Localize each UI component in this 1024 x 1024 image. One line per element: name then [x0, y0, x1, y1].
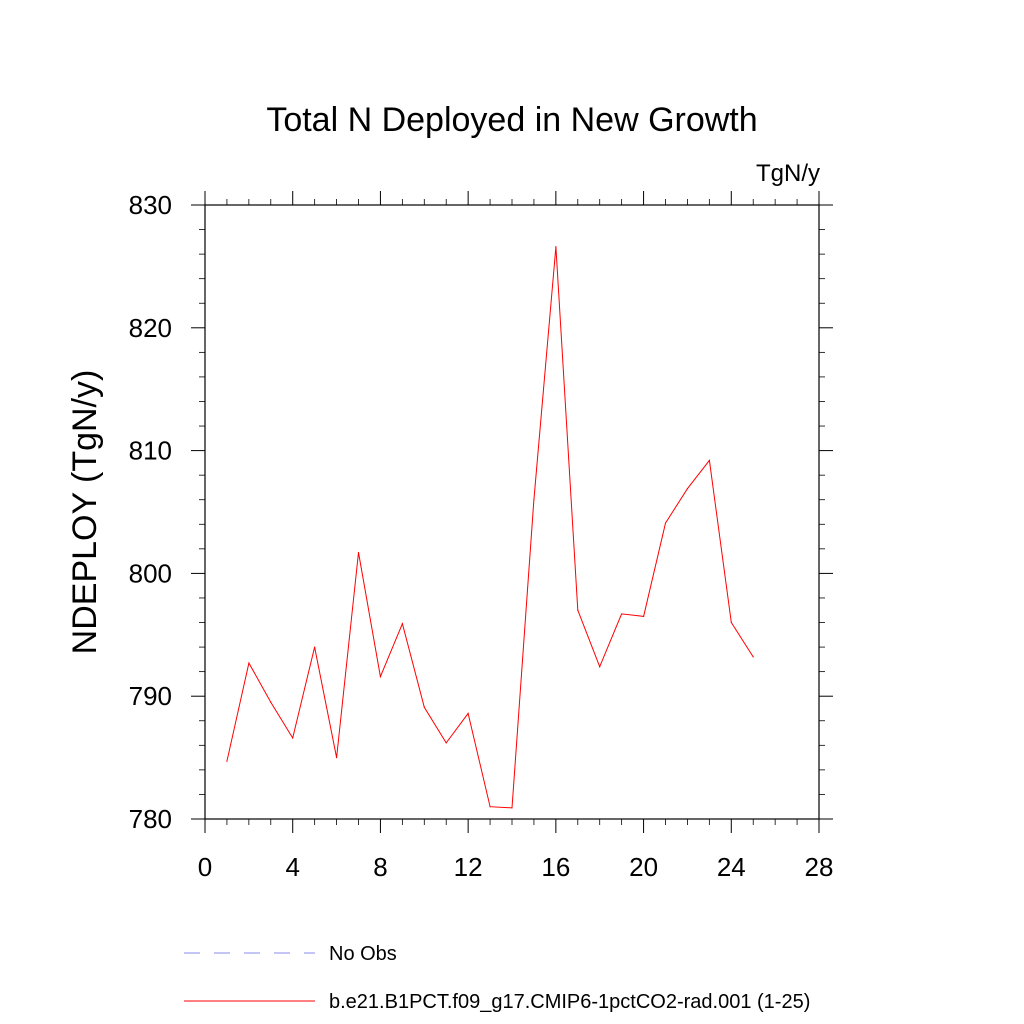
series-layer [226, 246, 754, 809]
data-point [314, 646, 316, 648]
data-point [708, 459, 710, 462]
data-point [511, 807, 513, 809]
legend-label: b.e21.B1PCT.f09_g17.CMIP6-1pctCO2-rad.00… [329, 991, 810, 1013]
data-point [642, 615, 645, 617]
y-tick-label: 800 [129, 558, 172, 588]
y-axis-label: NDEPLOY (TgN/y) [66, 370, 104, 655]
y-tick-label: 790 [129, 681, 172, 711]
data-point [686, 488, 689, 490]
plot-frame [204, 204, 820, 820]
x-tick-label: 24 [717, 852, 746, 882]
data-point [489, 806, 491, 808]
y-tick-label: 810 [129, 436, 172, 466]
axis-ticks: 0 4 8 12 16 20 24 28 780 790 800 810 820 830 [129, 190, 834, 882]
series-line [226, 246, 754, 809]
x-tick-label: 4 [285, 852, 299, 882]
y-tick-label: 830 [129, 190, 172, 220]
data-point [379, 675, 382, 678]
data-point [445, 742, 447, 744]
data-point [226, 760, 228, 762]
x-tick-label: 16 [541, 852, 570, 882]
data-point [664, 522, 667, 524]
data-point [599, 666, 601, 668]
units-label: TgN/y [756, 160, 820, 187]
data-point [401, 623, 403, 625]
data-point [730, 621, 732, 624]
data-point [467, 712, 469, 714]
data-point [555, 246, 557, 248]
data-point [335, 757, 338, 759]
data-point [423, 706, 425, 708]
y-tick-label: 820 [129, 313, 172, 343]
data-point [533, 499, 535, 501]
data-point [270, 701, 272, 703]
data-point [621, 613, 623, 615]
x-tick-label: 12 [454, 852, 483, 882]
x-tick-label: 0 [198, 852, 212, 882]
x-tick-label: 20 [629, 852, 658, 882]
y-tick-label: 780 [129, 804, 172, 834]
data-point [357, 551, 360, 554]
x-tick-label: 28 [805, 852, 834, 882]
x-tick-label: 8 [373, 852, 387, 882]
legend-label: No Obs [329, 943, 397, 965]
chart-title: Total N Deployed in New Growth [266, 101, 757, 139]
data-point [577, 609, 579, 611]
data-point [752, 656, 754, 658]
legend: No Obs b.e21.B1PCT.f09_g17.CMIP6-1pctCO2-… [184, 943, 810, 1013]
data-point [292, 737, 294, 739]
data-point [248, 662, 250, 664]
